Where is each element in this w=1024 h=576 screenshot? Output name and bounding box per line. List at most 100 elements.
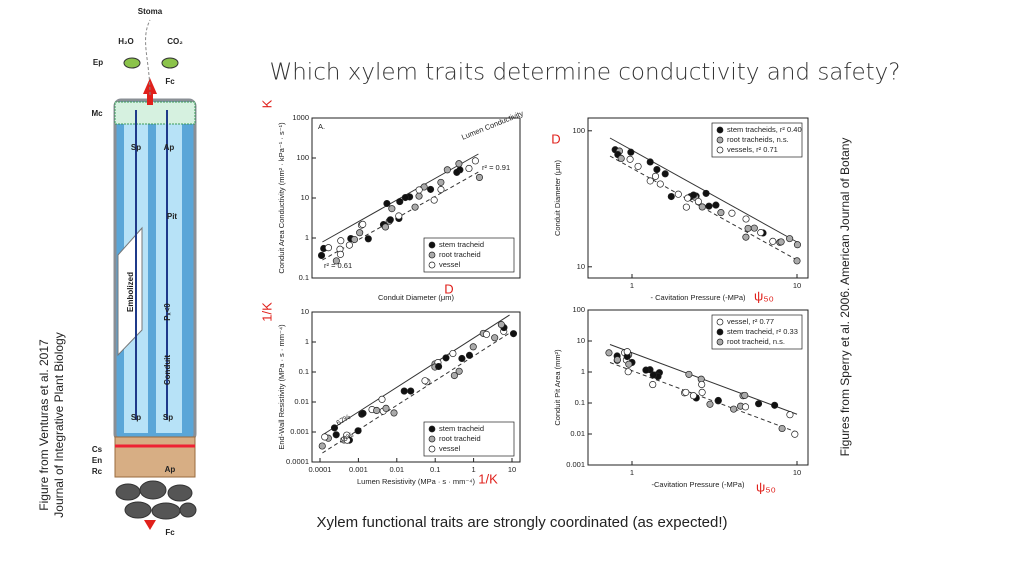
scatter-dot [435, 362, 443, 371]
figure-panel: Conduit Diameter (μm) - Cavitation Pressu… [553, 117, 809, 302]
scatter-dot [791, 430, 799, 438]
x-axis-label: -Cavitation Pressure (-MPa) [652, 480, 745, 489]
panel-label: A. [318, 122, 325, 131]
scatter-dot [682, 203, 690, 211]
legend-swatch [716, 318, 724, 326]
scatter-dot [343, 431, 351, 439]
root-cells [114, 436, 196, 478]
scatter-dot [469, 343, 477, 351]
annotation: K [259, 99, 274, 108]
scatter-dot [674, 190, 682, 198]
scatter-dot [728, 209, 736, 217]
scatter-dot [646, 158, 654, 166]
plot-frame [587, 117, 809, 279]
scatter-dot [653, 165, 661, 174]
legend-label: stem tracheid, r² 0.33 [727, 327, 798, 336]
scatter-dot [364, 235, 372, 243]
legend-swatch [428, 445, 436, 453]
legend-label: root tracheid, n.s. [727, 337, 785, 346]
fit-line [322, 153, 479, 243]
scatter-dot [717, 209, 725, 217]
x-tick-label: 0.001 [349, 465, 368, 474]
legend-swatch [428, 251, 436, 259]
legend-swatch [428, 261, 436, 269]
scatter-dot [757, 229, 765, 237]
y-axis-label: Conduit Pit Area (mm²) [553, 349, 562, 426]
legend-label: root tracheid [439, 250, 481, 259]
scatter-dot [702, 189, 710, 197]
scatter-dot [750, 224, 758, 232]
y-tick-label: 0.1 [299, 367, 309, 376]
annotation: ψ₅₀ [756, 479, 776, 494]
x-tick-label: 0.01 [389, 465, 404, 474]
legend-swatch [428, 241, 436, 249]
flux-arrow [144, 520, 156, 530]
flux-arrow [143, 78, 157, 94]
diagram-label: Stoma [138, 7, 163, 16]
fit-note: r² = 0.91 [482, 163, 510, 172]
scatter-dot [706, 400, 714, 408]
scatter-dot [617, 154, 625, 163]
diagram-label: Ep [93, 58, 103, 67]
scatter-dot [359, 220, 367, 228]
scatter-dot [509, 330, 518, 338]
annotation: 1/K [259, 302, 274, 322]
scatter-dot [793, 241, 801, 249]
y-tick-label: 10 [301, 193, 309, 202]
flux-arrow [147, 93, 153, 105]
legend-swatch [716, 328, 724, 336]
xylem-diagram: Stoma H₂O CO₂ Ep Fc Mc Sp Ap Pit Emboliz… [91, 7, 197, 537]
scatter-dot [778, 424, 786, 433]
scatter-dot [465, 164, 473, 173]
legend-swatch [716, 338, 724, 346]
diagram-label: Ap [165, 465, 176, 474]
scatter-dot [649, 371, 657, 379]
legend-label: stem tracheid [439, 424, 484, 433]
diagram-conduit [156, 108, 182, 433]
diagram-label: Sp [131, 413, 141, 422]
legend-swatch [428, 425, 436, 433]
y-axis-label: Conduit Diameter (μm) [553, 159, 562, 236]
scatter-dot [714, 396, 722, 405]
x-tick-label: 0.1 [430, 465, 440, 474]
scatter-dot [390, 409, 398, 417]
y-tick-label: 100 [296, 153, 309, 162]
y-tick-label: 0.1 [575, 398, 585, 407]
y-tick-label: 1 [305, 337, 309, 346]
annotation: D [551, 131, 560, 146]
fit-note: 67% [334, 412, 352, 427]
y-axis-label: Conduit Area Conductivity (mm² · kPa⁻¹ ·… [277, 122, 286, 274]
plot-frame [587, 309, 809, 466]
x-tick-label: 1 [630, 468, 634, 477]
y-tick-label: 1 [581, 367, 585, 376]
diagram-label: Fc [165, 528, 175, 537]
scatter-dot [453, 168, 461, 176]
soil [115, 480, 197, 520]
annotation: ψ₅₀ [754, 288, 774, 303]
figure-panel: A. Conduit Area Conductivity (mm² · kPa⁻¹… [277, 109, 525, 302]
scatter-dot [793, 257, 801, 265]
legend-label: stem tracheid [439, 240, 484, 249]
scatter-dot [712, 201, 720, 209]
scatter-dot [742, 215, 750, 223]
scatter-dot [482, 330, 491, 338]
scatter-dot [649, 381, 657, 389]
slide-title: Which xylem traits determine conductivit… [269, 60, 900, 86]
scatter-dot [742, 233, 750, 241]
scatter-dot [386, 216, 394, 224]
diagram-label: En [92, 456, 102, 465]
x-tick-label: 0.0001 [309, 465, 332, 474]
scatter-dot [354, 427, 362, 435]
scatter-dot [769, 237, 777, 245]
scatter-dot [318, 442, 326, 450]
diagram-label: Conduit [163, 355, 172, 386]
annotation: D [444, 281, 453, 296]
scatter-dot [623, 348, 631, 356]
diagram-label: Embolized [126, 272, 135, 312]
scatter-dot [442, 354, 450, 362]
scatter-dot [407, 387, 415, 395]
plot-frame [311, 311, 521, 463]
scatter-dot [427, 185, 435, 193]
scatter-dot [744, 224, 752, 232]
